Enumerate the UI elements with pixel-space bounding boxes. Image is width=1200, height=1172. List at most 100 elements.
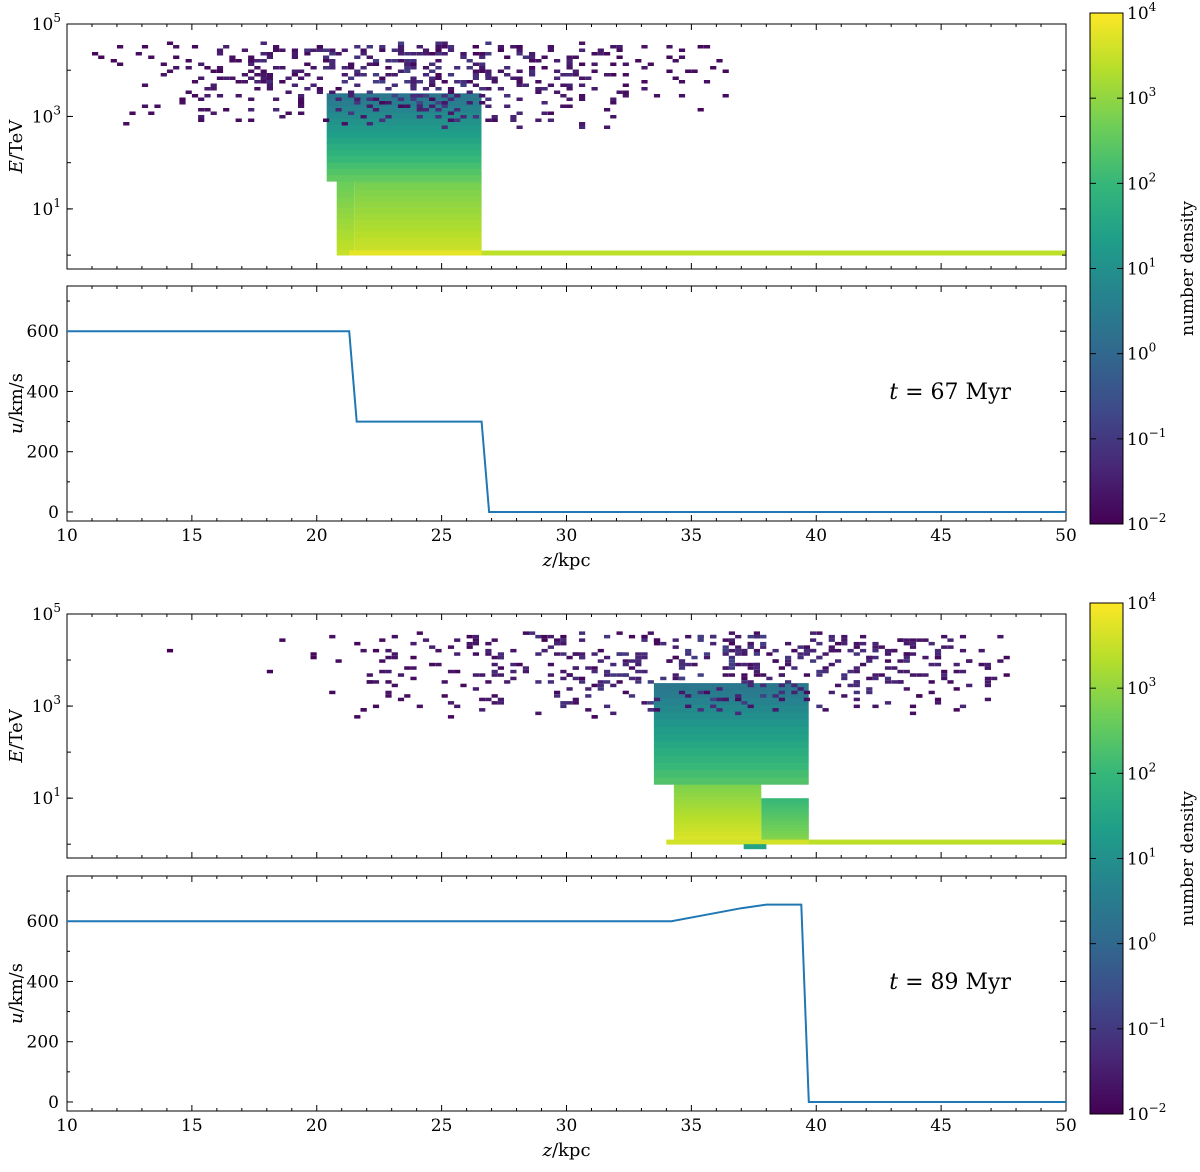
- outlier-bin: [797, 652, 804, 656]
- outlier-bin: [585, 708, 592, 712]
- outlier-bin: [554, 641, 561, 646]
- outlier-bin: [722, 94, 729, 98]
- density-cell: [761, 801, 809, 805]
- outlier-bin: [397, 59, 405, 63]
- outlier-bin: [760, 634, 767, 639]
- outlier-bin: [216, 52, 224, 56]
- outlier-bin: [198, 62, 205, 66]
- outlier-bin: [404, 80, 411, 84]
- outlier-bin: [934, 701, 942, 705]
- outlier-bin: [348, 66, 355, 70]
- outlier-bin: [678, 659, 686, 663]
- outlier-bin: [391, 94, 398, 98]
- outlier-bin: [479, 66, 486, 70]
- outlier-bin: [641, 87, 648, 91]
- density-cell: [326, 105, 482, 113]
- density-cell: [761, 798, 809, 802]
- outlier-bin: [285, 76, 292, 80]
- outlier-bin: [803, 652, 810, 656]
- density-cell: [666, 841, 809, 843]
- density-cell: [354, 225, 482, 232]
- outlier-bin: [641, 45, 648, 49]
- series-line-u: [67, 330, 1066, 513]
- density-cell: [743, 846, 767, 847]
- outlier-bin: [385, 690, 392, 695]
- outlier-bin: [835, 659, 842, 663]
- outlier-bin: [959, 669, 967, 674]
- outlier-bin: [329, 634, 336, 639]
- outlier-bin: [853, 704, 860, 709]
- outlier-bin: [635, 659, 642, 663]
- outlier-bin: [379, 118, 386, 122]
- outlier-bin: [298, 69, 305, 73]
- outlier-bin: [329, 48, 336, 52]
- time-annotation: t = 89 Myr: [889, 970, 1011, 995]
- outlier-bin: [616, 45, 623, 49]
- outlier-bin: [535, 80, 542, 84]
- outlier-bin: [653, 641, 661, 646]
- outlier-bin: [204, 87, 211, 91]
- outlier-bin: [379, 45, 386, 49]
- density-cell: [326, 149, 482, 157]
- outlier-bin: [535, 118, 542, 122]
- outlier-bin: [141, 83, 149, 87]
- outlier-bin: [397, 48, 405, 52]
- outlier-bin: [953, 708, 960, 712]
- outlier-bin: [735, 652, 742, 656]
- outlier-bin: [597, 52, 604, 56]
- outlier-bin: [560, 701, 567, 705]
- outlier-bin: [366, 122, 373, 126]
- outlier-bin: [110, 59, 117, 63]
- y-tick-label: 105: [32, 601, 61, 625]
- density-cell: [761, 824, 809, 829]
- outlier-bin: [510, 76, 517, 80]
- x-tick-label: 35: [681, 526, 703, 546]
- outlier-bin: [497, 87, 504, 91]
- outlier-bin: [372, 648, 380, 653]
- outlier-bin: [385, 73, 392, 77]
- outlier-bin: [404, 52, 411, 56]
- outlier-bin: [722, 666, 729, 670]
- outlier-bin: [622, 90, 629, 94]
- outlier-bin: [922, 673, 929, 677]
- outlier-bin: [810, 659, 817, 663]
- outlier-bin: [454, 94, 461, 98]
- outlier-bin: [628, 676, 636, 681]
- outlier-bin: [366, 55, 373, 59]
- outlier-bin: [460, 52, 467, 56]
- outlier-bin: [597, 683, 604, 688]
- outlier-bin: [223, 76, 230, 80]
- outlier-bin: [953, 687, 960, 691]
- outlier-bin: [479, 87, 486, 91]
- outlier-bin: [366, 680, 373, 684]
- outlier-bin: [622, 690, 629, 695]
- outlier-bin: [454, 118, 461, 122]
- outlier-bin: [435, 66, 442, 70]
- density-cell: [743, 847, 767, 849]
- outlier-bin: [591, 669, 598, 674]
- outlier-bin: [816, 631, 823, 635]
- outlier-bin: [566, 55, 573, 59]
- outlier-bin: [903, 641, 910, 646]
- outlier-bin: [641, 638, 648, 642]
- outlier-bin: [341, 80, 348, 84]
- outlier-bin: [579, 631, 586, 635]
- outlier-bin: [466, 634, 473, 639]
- outlier-bin: [298, 76, 305, 80]
- outlier-bin: [735, 634, 742, 639]
- outlier-bin: [329, 90, 336, 94]
- outlier-bin: [472, 673, 479, 677]
- outlier-bin: [860, 662, 867, 667]
- outlier-bin: [335, 659, 342, 663]
- outlier-bin: [260, 52, 267, 56]
- y-tick-label: 0: [48, 1093, 59, 1113]
- outlier-bin: [416, 80, 423, 84]
- outlier-bin: [341, 122, 348, 126]
- outlier-bin: [566, 62, 573, 66]
- density-cell: [481, 254, 1067, 256]
- outlier-bin: [547, 45, 554, 49]
- outlier-bin: [447, 97, 455, 101]
- outlier-bin: [541, 66, 548, 70]
- outlier-bin: [454, 704, 461, 709]
